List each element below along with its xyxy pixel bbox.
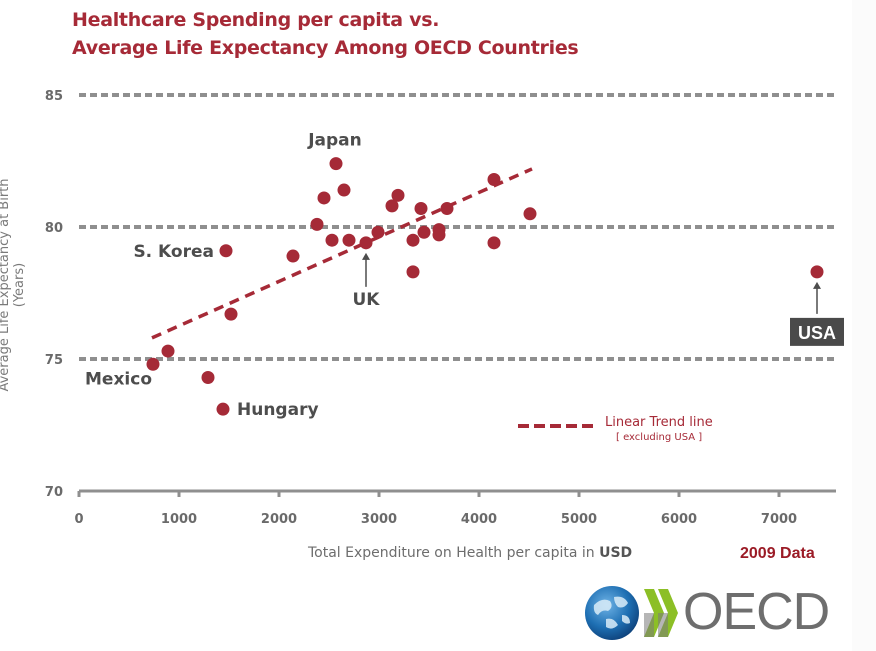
- data-point-uk: [359, 236, 373, 250]
- x-axis-label-unit: USD: [599, 545, 633, 561]
- usa-label-box: [790, 317, 844, 346]
- data-point: [385, 199, 399, 213]
- data-point: [391, 188, 405, 202]
- y-tick-label: 75: [45, 353, 63, 368]
- data-point: [337, 183, 351, 197]
- legend-sublabel: [ excluding USA ]: [616, 432, 703, 443]
- annotation-mexico: Mexico: [85, 369, 152, 389]
- y-tick-label: 70: [45, 485, 63, 500]
- x-tick-label: 7000: [761, 512, 797, 527]
- data-point: [406, 233, 420, 247]
- data-point: [161, 344, 175, 358]
- data-point-mexico: [146, 357, 160, 371]
- data-year-label: 2009 Data: [740, 545, 815, 562]
- usa-arrow-head: [813, 281, 821, 289]
- legend-label: Linear Trend line: [605, 415, 713, 430]
- title-line-1: Healthcare Spending per capita vs.: [72, 9, 440, 31]
- data-point: [414, 202, 428, 216]
- x-axis-label-text: Total Expenditure on Health per capita i…: [308, 545, 600, 561]
- x-tick-label: 2000: [261, 512, 297, 527]
- x-tick-label: 1000: [161, 512, 197, 527]
- data-point-s-korea: [219, 244, 233, 258]
- x-tick-label: 4000: [461, 512, 497, 527]
- background-strip: [852, 0, 876, 651]
- globe-icon: [585, 586, 639, 640]
- data-point: [523, 207, 537, 221]
- chevron-shadow: [644, 613, 654, 637]
- data-point: [201, 370, 215, 384]
- oecd-logo-text: OECD: [683, 583, 830, 641]
- annotation-s-korea: S. Korea: [133, 242, 214, 262]
- data-point: [342, 233, 356, 247]
- data-point: [224, 307, 238, 321]
- data-point: [432, 228, 446, 242]
- x-tick-label: 5000: [561, 512, 597, 527]
- y-axis-label: Average Life Expectancy at Birth (Years): [0, 178, 27, 392]
- title-line-2: Average Life Expectancy Among OECD Count…: [72, 37, 579, 59]
- data-point: [286, 249, 300, 263]
- annotation-uk: UK: [353, 290, 381, 310]
- data-point: [325, 233, 339, 247]
- y-tick-label: 85: [45, 89, 63, 104]
- x-tick-label: 0: [74, 512, 83, 527]
- uk-arrow-head: [362, 252, 370, 260]
- chart-title: Healthcare Spending per capita vs. Avera…: [72, 6, 579, 62]
- data-point: [487, 236, 501, 250]
- data-point-japan: [329, 157, 343, 171]
- annotation-hungary: Hungary: [237, 400, 319, 420]
- globe-continents: [593, 596, 630, 629]
- x-axis-label: Total Expenditure on Health per capita i…: [308, 545, 632, 561]
- data-point: [417, 225, 431, 239]
- x-tick-label: 6000: [661, 512, 697, 527]
- oecd-logo: [585, 586, 678, 640]
- annotation-usa: USA: [798, 323, 836, 343]
- data-point: [317, 191, 331, 205]
- data-point: [406, 265, 420, 279]
- trendline: [151, 167, 533, 340]
- y-tick-label: 80: [45, 221, 63, 236]
- annotation-japan: Japan: [307, 131, 362, 151]
- data-point-hungary: [216, 402, 230, 416]
- chevron-shadow: [658, 613, 668, 637]
- data-point: [310, 217, 324, 231]
- x-tick-label: 3000: [361, 512, 397, 527]
- data-point-usa: [810, 265, 824, 279]
- data-point: [371, 225, 385, 239]
- data-point: [487, 172, 501, 186]
- data-point: [440, 202, 454, 216]
